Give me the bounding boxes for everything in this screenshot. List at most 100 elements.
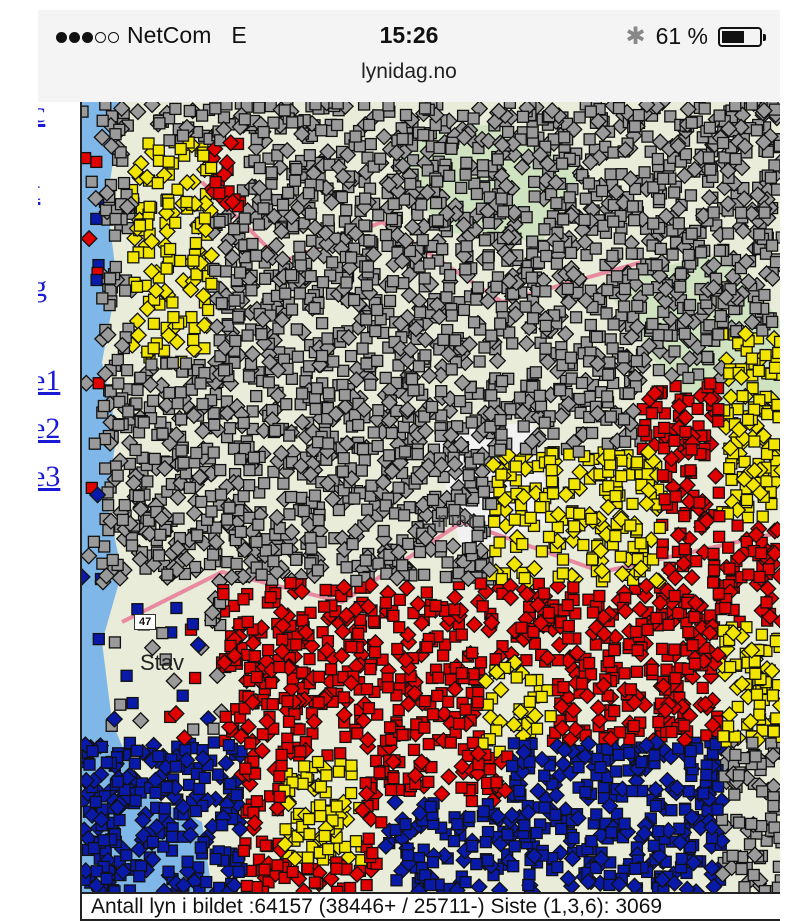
lightning-strike-marker: [286, 116, 299, 129]
lightning-strike-marker: [426, 708, 440, 721]
lightning-strike-marker: [491, 153, 504, 166]
lightning-strike-marker: [626, 268, 640, 281]
lightning-strike-marker: [567, 520, 581, 533]
sidebar-link-6[interactable]: e3: [38, 460, 61, 493]
lightning-strike-marker: [459, 876, 472, 889]
lightning-strike-marker: [411, 208, 424, 222]
lightning-strike-marker: [279, 823, 292, 836]
lightning-strike-marker: [721, 227, 735, 240]
lightning-strike-marker: [441, 695, 455, 708]
sidebar-link-5[interactable]: e2: [38, 412, 61, 445]
lightning-strike-marker: [605, 826, 618, 839]
lightning-strike-marker: [368, 646, 382, 659]
lightning-strike-marker: [143, 102, 161, 114]
lightning-strike-marker: [434, 540, 448, 553]
lightning-strike-marker: [516, 537, 529, 551]
lightning-strike-marker: [330, 862, 343, 875]
lightning-strike-marker: [238, 113, 251, 126]
lightning-strike-marker: [685, 443, 698, 456]
lightning-strike-marker: [386, 793, 404, 811]
lightning-strike-marker: [398, 445, 412, 458]
lightning-strike-marker: [646, 317, 659, 331]
lightning-strike-marker: [539, 342, 552, 355]
lightning-strike-marker: [672, 217, 685, 230]
lightning-strike-marker: [147, 342, 160, 355]
lightning-strike-marker: [217, 587, 230, 601]
battery-percent: 61 %: [655, 23, 708, 49]
lightning-strike-marker: [538, 223, 551, 236]
sidebar-link-3[interactable]: g: [38, 270, 47, 303]
lightning-strike-marker: [217, 364, 231, 377]
lightning-strike-marker: [465, 416, 478, 429]
lightning-strike-marker: [658, 493, 671, 506]
lightning-strike-marker: [746, 736, 759, 749]
lightning-strike-marker: [289, 638, 303, 651]
lightning-strike-marker: [295, 491, 308, 505]
lightning-strike-marker: [290, 162, 303, 176]
lightning-strike-marker: [281, 695, 294, 708]
lightning-strike-marker: [490, 724, 503, 737]
lightning-strike-marker: [118, 284, 132, 297]
lightning-strike-marker: [308, 301, 321, 315]
lightning-strike-marker: [606, 342, 619, 355]
lightning-strike-marker: [707, 576, 720, 589]
sidebar-link-4[interactable]: e1: [38, 364, 61, 397]
lightning-strike-marker: [209, 176, 222, 189]
lightning-strike-marker: [724, 660, 737, 674]
lightning-strike-marker: [267, 555, 280, 568]
lightning-strike-marker: [275, 748, 288, 762]
lightning-strike-marker: [112, 377, 125, 390]
lightning-strike-marker: [457, 303, 471, 317]
lightning-strike-marker: [322, 843, 335, 856]
lightning-strike-marker: [267, 465, 280, 479]
lightning-strike-marker: [625, 784, 639, 798]
lightning-strike-marker: [413, 306, 427, 319]
lightning-strike-marker: [495, 428, 508, 441]
lightning-strike-marker: [604, 410, 617, 423]
lightning-strike-marker: [369, 754, 383, 768]
sidebar-link-2[interactable]: t: [38, 174, 40, 208]
lightning-strike-marker: [172, 512, 185, 525]
lightning-strike-marker: [683, 298, 697, 312]
lightning-strike-marker: [509, 460, 523, 473]
lightning-strike-marker: [346, 537, 359, 551]
lightning-strike-marker: [650, 259, 663, 272]
lightning-strike-marker: [561, 282, 574, 296]
lightning-strike-marker: [732, 769, 745, 782]
lightning-strike-marker: [578, 213, 591, 227]
lightning-strike-marker: [362, 702, 376, 715]
lightning-strike-marker: [237, 593, 250, 606]
lightning-strike-marker: [262, 376, 275, 389]
lightning-strike-marker: [420, 640, 434, 654]
lightning-strike-marker: [87, 535, 101, 548]
lightning-strike-marker: [641, 623, 654, 637]
lightning-strike-marker: [197, 149, 210, 162]
place-label-ham: mar: [437, 507, 475, 532]
lightning-strike-marker: [264, 590, 277, 604]
lightning-strike-marker: [665, 725, 678, 739]
lightning-strike-marker: [766, 689, 780, 702]
lightning-strike-marker: [82, 151, 92, 165]
lightning-strike-marker: [707, 467, 725, 485]
lightning-strike-marker: [213, 215, 226, 228]
lightning-strike-marker: [143, 639, 162, 657]
lightning-strike-marker: [278, 104, 291, 117]
lightning-strike-marker: [108, 636, 122, 649]
lightning-strike-marker: [655, 642, 669, 656]
lightning-strike-marker: [130, 840, 148, 859]
lightning-strike-marker: [268, 424, 282, 438]
lightning-strike-marker: [309, 402, 322, 416]
lightning-map[interactable]: 47 Stav mar: [80, 102, 780, 892]
lightning-strike-marker: [402, 537, 415, 551]
lightning-strike-marker: [470, 878, 488, 892]
lightning-strike-marker: [294, 745, 307, 758]
lightning-strike-marker: [538, 416, 551, 429]
sidebar-link-1[interactable]: c: [38, 102, 46, 129]
lightning-strike-marker: [101, 499, 115, 512]
url-bar[interactable]: lynidag.no: [361, 60, 457, 83]
lightning-strike-marker: [259, 839, 272, 852]
lightning-strike-marker: [539, 319, 552, 333]
lightning-strike-marker: [123, 884, 137, 892]
lightning-strike-marker: [470, 293, 483, 306]
lightning-strike-marker: [684, 189, 698, 202]
